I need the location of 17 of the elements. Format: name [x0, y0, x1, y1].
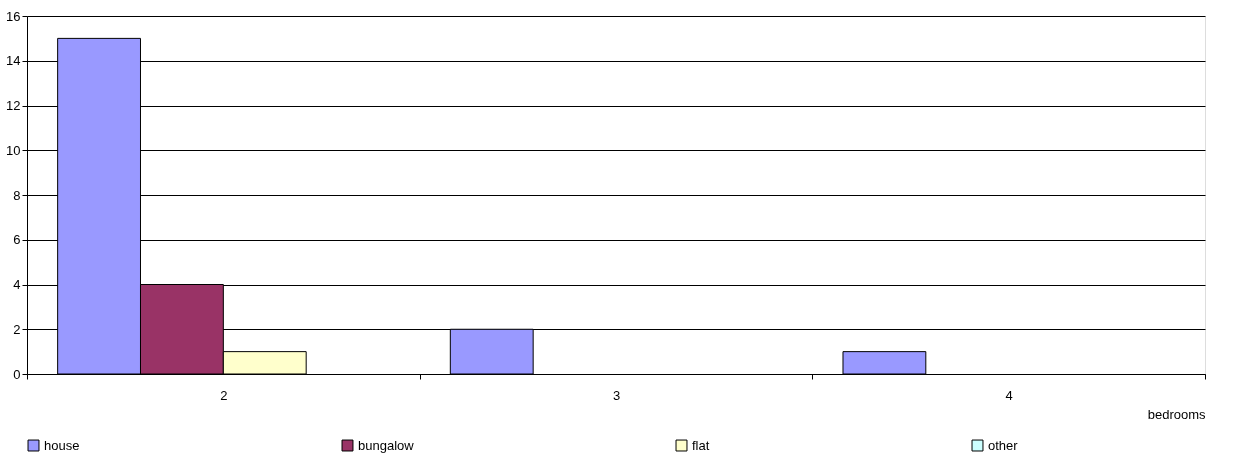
y-tick-label: 10 — [6, 142, 21, 158]
legend-label: other — [988, 437, 1019, 453]
x-tick-label: 4 — [1005, 387, 1013, 403]
y-tick-label: 0 — [13, 366, 21, 382]
x-tick-label: 2 — [220, 387, 228, 403]
legend-label: house — [44, 437, 80, 453]
y-tick-label: 4 — [13, 277, 21, 292]
y-tick-label: 16 — [6, 8, 21, 24]
y-tick-label: 12 — [6, 98, 21, 113]
legend-label: bungalow — [358, 437, 415, 453]
legend-label: flat — [692, 437, 710, 453]
y-tick-label: 2 — [13, 321, 21, 337]
y-tick-label: 8 — [13, 187, 21, 203]
x-axis-title: bedrooms — [1147, 406, 1206, 422]
x-tick-label: 3 — [612, 387, 621, 403]
y-tick-label: 6 — [13, 232, 21, 248]
y-tick-label: 14 — [6, 53, 21, 69]
